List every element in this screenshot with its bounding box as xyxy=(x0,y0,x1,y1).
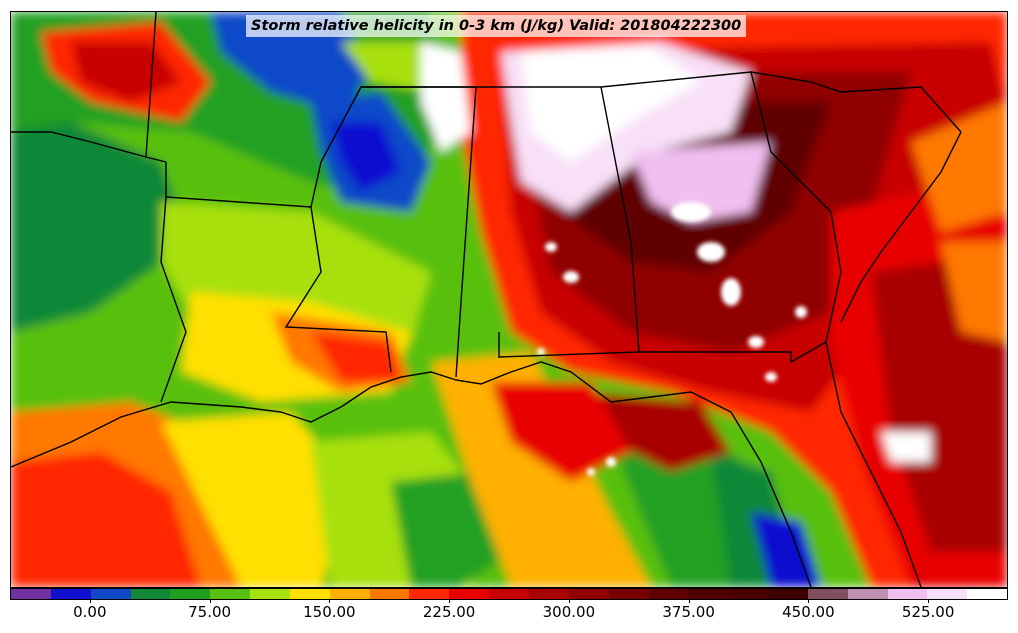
colorbar xyxy=(10,588,1008,600)
colorbar-tick-mark xyxy=(688,600,690,603)
colorbar-swatch xyxy=(11,589,51,599)
colorbar-swatch xyxy=(250,589,290,599)
colorbar-tick-mark xyxy=(329,600,331,603)
colorbar-tick-mark xyxy=(808,600,810,603)
louisiana-border xyxy=(160,196,187,403)
colorbar-tick-mark xyxy=(928,600,930,603)
colorbar-swatch xyxy=(90,589,131,599)
colorbar-tick-label: 150.00 xyxy=(303,603,356,621)
mississippi-alabama-border xyxy=(455,86,477,378)
helicity-map xyxy=(11,12,1007,587)
colorbar-swatch xyxy=(449,589,490,599)
georgia-east-border xyxy=(750,71,842,343)
colorbar-swatch xyxy=(688,589,729,599)
colorbar-swatch xyxy=(927,589,968,599)
colorbar-tick-mark xyxy=(568,600,570,603)
colorbar-tick-mark xyxy=(209,600,211,603)
colorbar-tick-label: 525.00 xyxy=(901,603,955,621)
colorbar-tick-label: 0.00 xyxy=(73,603,107,621)
colorbar-swatch xyxy=(409,589,450,599)
florida-east-coast xyxy=(825,341,922,587)
colorbar-swatch xyxy=(967,589,1008,599)
colorbar-swatch xyxy=(648,589,689,599)
colorbar-tick-label: 375.00 xyxy=(662,603,715,621)
colorbar-swatch xyxy=(568,589,609,599)
colorbar-swatch xyxy=(130,589,171,599)
colorbar-swatch xyxy=(608,589,649,599)
helicity-peak-cells xyxy=(537,202,807,476)
carolina-coast xyxy=(840,131,962,323)
colorbar-tick-label: 300.00 xyxy=(542,603,596,621)
west-coast-fragment xyxy=(11,131,147,158)
florida-panhandle-border xyxy=(498,332,827,364)
colorbar-tick-mark xyxy=(449,600,451,603)
colorbar-tick-mark xyxy=(89,600,91,603)
colorbar-swatch xyxy=(369,589,410,599)
colorbar-tick-label: 75.00 xyxy=(188,603,232,621)
colorbar-swatch xyxy=(807,589,848,599)
map-title: Storm relative helicity in 0-3 km (J/kg)… xyxy=(246,15,747,37)
colorbar-swatch xyxy=(887,589,928,599)
colorbar-swatch xyxy=(847,589,888,599)
colorbar-tick-label: 450.00 xyxy=(782,603,835,621)
colorbar-swatch xyxy=(489,589,529,599)
colorbar-swatch xyxy=(50,589,91,599)
colorbar-swatch xyxy=(329,589,370,599)
louisiana-mississippi-border xyxy=(284,206,392,373)
map-panel xyxy=(10,11,1008,588)
coastline xyxy=(11,361,812,587)
alabama-georgia-border xyxy=(600,86,640,353)
colorbar-swatch xyxy=(528,589,569,599)
colorbar-swatch xyxy=(768,589,808,599)
colorbar-swatch xyxy=(289,589,330,599)
helicity-field xyxy=(11,12,1007,587)
colorbar-swatch xyxy=(210,589,251,599)
colorbar-swatch xyxy=(170,589,211,599)
political-boundaries xyxy=(11,12,962,587)
georgia-carolina-border xyxy=(600,71,962,133)
colorbar-swatch xyxy=(728,589,769,599)
colorbar-ticks: 0.00 75.00 150.00 225.00 300.00 375.00 450.00 5… xyxy=(0,600,1018,630)
colorbar-tick-label: 225.00 xyxy=(422,603,476,621)
